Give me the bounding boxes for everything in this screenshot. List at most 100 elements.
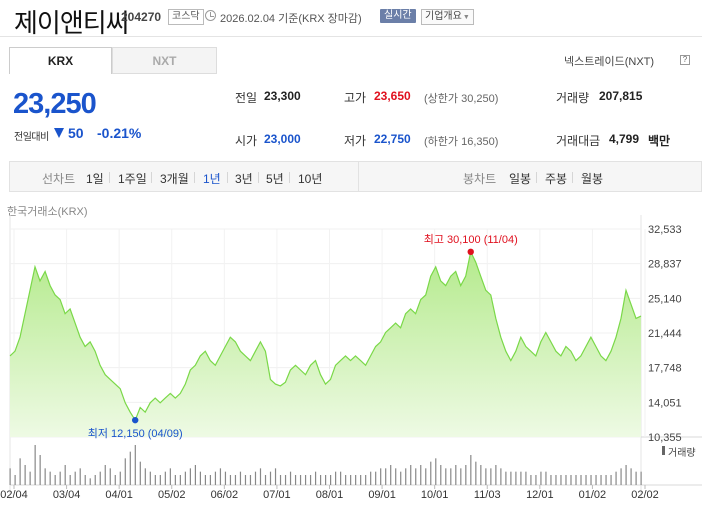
prev-close-value: 23,300 bbox=[264, 89, 301, 103]
volume-bar bbox=[635, 471, 637, 485]
volume-bar bbox=[224, 471, 227, 485]
x-tick-label: 02/02 bbox=[631, 489, 659, 501]
company-info-label: 기업개요 bbox=[425, 11, 462, 22]
nxt-link[interactable]: 넥스트레이드(NXT) bbox=[564, 56, 655, 68]
volume-bar bbox=[114, 475, 116, 485]
volume-bar bbox=[104, 465, 106, 485]
volume-bar bbox=[415, 468, 417, 485]
volume-bar bbox=[445, 468, 447, 485]
low-value: 22,750 bbox=[374, 132, 411, 146]
volume-bar bbox=[575, 475, 577, 485]
trade-amount-unit: 백만 bbox=[648, 134, 671, 148]
volume-bar bbox=[420, 465, 422, 485]
y-tick-label: 28,837 bbox=[648, 259, 682, 271]
volume-bar bbox=[24, 465, 26, 485]
volume-bar bbox=[219, 468, 222, 485]
volume-label: 거래량 bbox=[556, 91, 590, 105]
volume-bar bbox=[515, 471, 517, 485]
volume-bar bbox=[254, 471, 257, 485]
volume-legend: 거래량 bbox=[668, 448, 696, 459]
high-label: 고가 bbox=[344, 91, 367, 105]
trade-amount-label: 거래대금 bbox=[556, 134, 601, 148]
volume-bar bbox=[279, 475, 282, 485]
high-value: 23,650 bbox=[374, 89, 411, 103]
volume-bar bbox=[214, 471, 217, 485]
period-separator bbox=[227, 172, 228, 183]
volume-bar bbox=[630, 468, 632, 485]
period-3y[interactable]: 3년 bbox=[235, 172, 253, 186]
candle-weekly[interactable]: 주봉 bbox=[545, 172, 568, 186]
x-tick-label: 08/01 bbox=[316, 489, 344, 501]
volume-bar bbox=[319, 475, 322, 485]
volume-bar bbox=[264, 475, 267, 485]
market-badge: 코스닥 bbox=[168, 9, 204, 25]
lower-limit: (하한가 16,350) bbox=[424, 136, 499, 148]
volume-bar bbox=[139, 461, 141, 485]
period-1d[interactable]: 1일 bbox=[86, 172, 104, 186]
volume-bar bbox=[119, 471, 121, 485]
volume-bar bbox=[325, 475, 327, 485]
period-3m[interactable]: 3개월 bbox=[160, 172, 189, 186]
volume-bar bbox=[375, 471, 377, 485]
volume-bar bbox=[345, 475, 347, 485]
help-icon[interactable]: ? bbox=[680, 55, 690, 65]
period-bar bbox=[9, 161, 702, 192]
volume-bar bbox=[59, 471, 61, 485]
tab-krx[interactable]: KRX bbox=[9, 47, 112, 74]
volume-bar bbox=[545, 471, 547, 485]
volume-bar bbox=[585, 475, 587, 485]
period-1w[interactable]: 1주일 bbox=[118, 172, 147, 186]
price-area-fill bbox=[10, 251, 641, 437]
volume-bar bbox=[239, 471, 242, 485]
candle-daily[interactable]: 일봉 bbox=[509, 172, 532, 186]
volume-bar bbox=[34, 445, 36, 485]
trade-amount-value: 4,799 bbox=[609, 132, 640, 146]
x-tick-label: 06/02 bbox=[211, 489, 239, 501]
volume-bar bbox=[39, 455, 41, 485]
volume-bar bbox=[460, 468, 462, 485]
open-label: 시가 bbox=[235, 134, 258, 148]
volume-bar bbox=[590, 475, 592, 485]
volume-bar bbox=[395, 468, 397, 485]
company-info-button[interactable]: 기업개요▼ bbox=[421, 9, 474, 25]
candle-monthly[interactable]: 월봉 bbox=[581, 172, 604, 186]
volume-bar bbox=[134, 445, 136, 485]
volume-bar bbox=[299, 475, 302, 485]
period-separator bbox=[289, 172, 290, 183]
high-annotation: 최고 30,100 (11/04) bbox=[424, 233, 518, 246]
realtime-button[interactable]: 실시간 bbox=[380, 9, 416, 23]
period-separator bbox=[258, 172, 259, 183]
volume-bar bbox=[99, 471, 101, 485]
low-marker bbox=[131, 416, 139, 424]
period-bar-divider bbox=[358, 162, 359, 191]
volume-bar bbox=[465, 465, 467, 485]
exchange-label: 한국거래소(KRX) bbox=[7, 206, 88, 218]
volume-bar bbox=[289, 471, 292, 485]
period-1y[interactable]: 1년 bbox=[203, 172, 221, 186]
y-tick-label: 25,140 bbox=[648, 293, 682, 305]
volume-bar bbox=[149, 471, 151, 485]
volume-bar bbox=[435, 458, 437, 485]
volume-bar bbox=[410, 465, 412, 485]
tab-nxt[interactable]: NXT bbox=[112, 47, 217, 74]
stock-code: 204270 bbox=[121, 10, 162, 24]
volume-bar bbox=[109, 468, 111, 485]
x-tick-label: 11/03 bbox=[474, 489, 501, 501]
chevron-down-icon: ▼ bbox=[462, 14, 470, 21]
volume-bar bbox=[480, 465, 482, 485]
period-5y[interactable]: 5년 bbox=[266, 172, 284, 186]
volume-bar bbox=[304, 475, 307, 485]
price-line bbox=[9, 249, 642, 422]
volume-bar bbox=[390, 465, 392, 485]
y-tick-label: 32,533 bbox=[648, 224, 682, 236]
open-value: 23,000 bbox=[264, 132, 301, 146]
volume-bar bbox=[44, 468, 46, 485]
volume-bar bbox=[620, 468, 622, 485]
volume-bar bbox=[350, 475, 352, 485]
period-10y[interactable]: 10년 bbox=[298, 172, 323, 186]
volume-bar bbox=[560, 475, 562, 485]
volume-bar bbox=[259, 468, 262, 485]
volume-bar bbox=[615, 471, 617, 485]
price-chart[interactable]: 32,533 28,837 25,140 21,444 17,748 14,051 10,3… bbox=[0, 215, 702, 514]
x-tick-label: 09/01 bbox=[368, 489, 396, 501]
